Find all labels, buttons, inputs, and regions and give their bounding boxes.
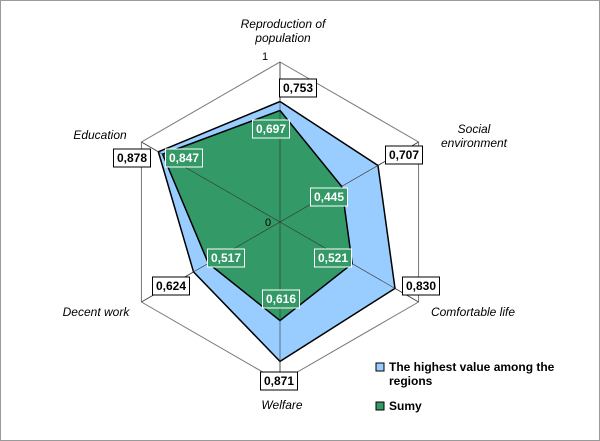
tick-label-1: 1 [262, 51, 268, 63]
sumy-data-label: 0,517 [207, 248, 245, 268]
legend-label: Sumy [389, 399, 422, 413]
sumy-data-label-text: 0,521 [318, 251, 348, 265]
sumy-data-label-box [165, 148, 203, 168]
highest-data-label: 0,871 [260, 371, 298, 391]
axis-label: Reproduction of population [241, 17, 327, 45]
highest-data-label-box [260, 371, 298, 391]
legend-label: The highest value among the regions [389, 360, 555, 388]
legend-swatch [375, 401, 385, 411]
highest-data-label: 0,707 [385, 145, 423, 165]
legend-swatch [375, 362, 385, 372]
sumy-data-label-text: 0,445 [314, 190, 344, 204]
sumy-data-label: 0,847 [165, 148, 203, 168]
highest-data-label-text: 0,871 [264, 374, 294, 388]
highest-data-label-text: 0,878 [117, 151, 147, 165]
highest-data-label: 0,878 [113, 148, 151, 168]
axis-label: Decent work [63, 305, 131, 319]
axis-label: Social environment [441, 122, 508, 150]
highest-data-label: 0,830 [402, 276, 440, 296]
sumy-data-label-box [207, 248, 245, 268]
sumy-data-label-box [314, 248, 352, 268]
axis-label: Comfortable life [431, 305, 515, 319]
axis-label: Welfare [261, 398, 302, 412]
sumy-data-label: 0,521 [314, 248, 352, 268]
tick-label-0: 0 [265, 217, 271, 229]
highest-data-label: 0,753 [279, 78, 317, 98]
highest-data-label-box [402, 276, 440, 296]
radar-spoke-overlay [141, 141, 281, 223]
highest-data-label-text: 0,830 [406, 279, 436, 293]
sumy-data-label: 0,697 [252, 119, 290, 139]
highest-data-label-text: 0,707 [389, 148, 419, 162]
sumy-data-label-box [310, 187, 348, 207]
highest-data-label-box [385, 145, 423, 165]
sumy-data-label-text: 0,847 [169, 151, 199, 165]
sumy-data-label-text: 0,517 [211, 251, 241, 265]
sumy-data-label: 0,616 [262, 289, 300, 309]
sumy-data-label: 0,445 [310, 187, 348, 207]
sumy-data-label-text: 0,616 [266, 292, 296, 306]
highest-data-label-box [113, 148, 151, 168]
highest-data-label-text: 0,624 [156, 279, 186, 293]
highest-data-label-text: 0,753 [283, 81, 313, 95]
highest-data-label-box [152, 276, 190, 296]
highest-data-label-box [279, 78, 317, 98]
sumy-data-label-box [262, 289, 300, 309]
sumy-data-label-box [252, 119, 290, 139]
axis-label: Education [73, 128, 127, 142]
highest-data-label: 0,624 [152, 276, 190, 296]
sumy-data-label-text: 0,697 [256, 122, 286, 136]
